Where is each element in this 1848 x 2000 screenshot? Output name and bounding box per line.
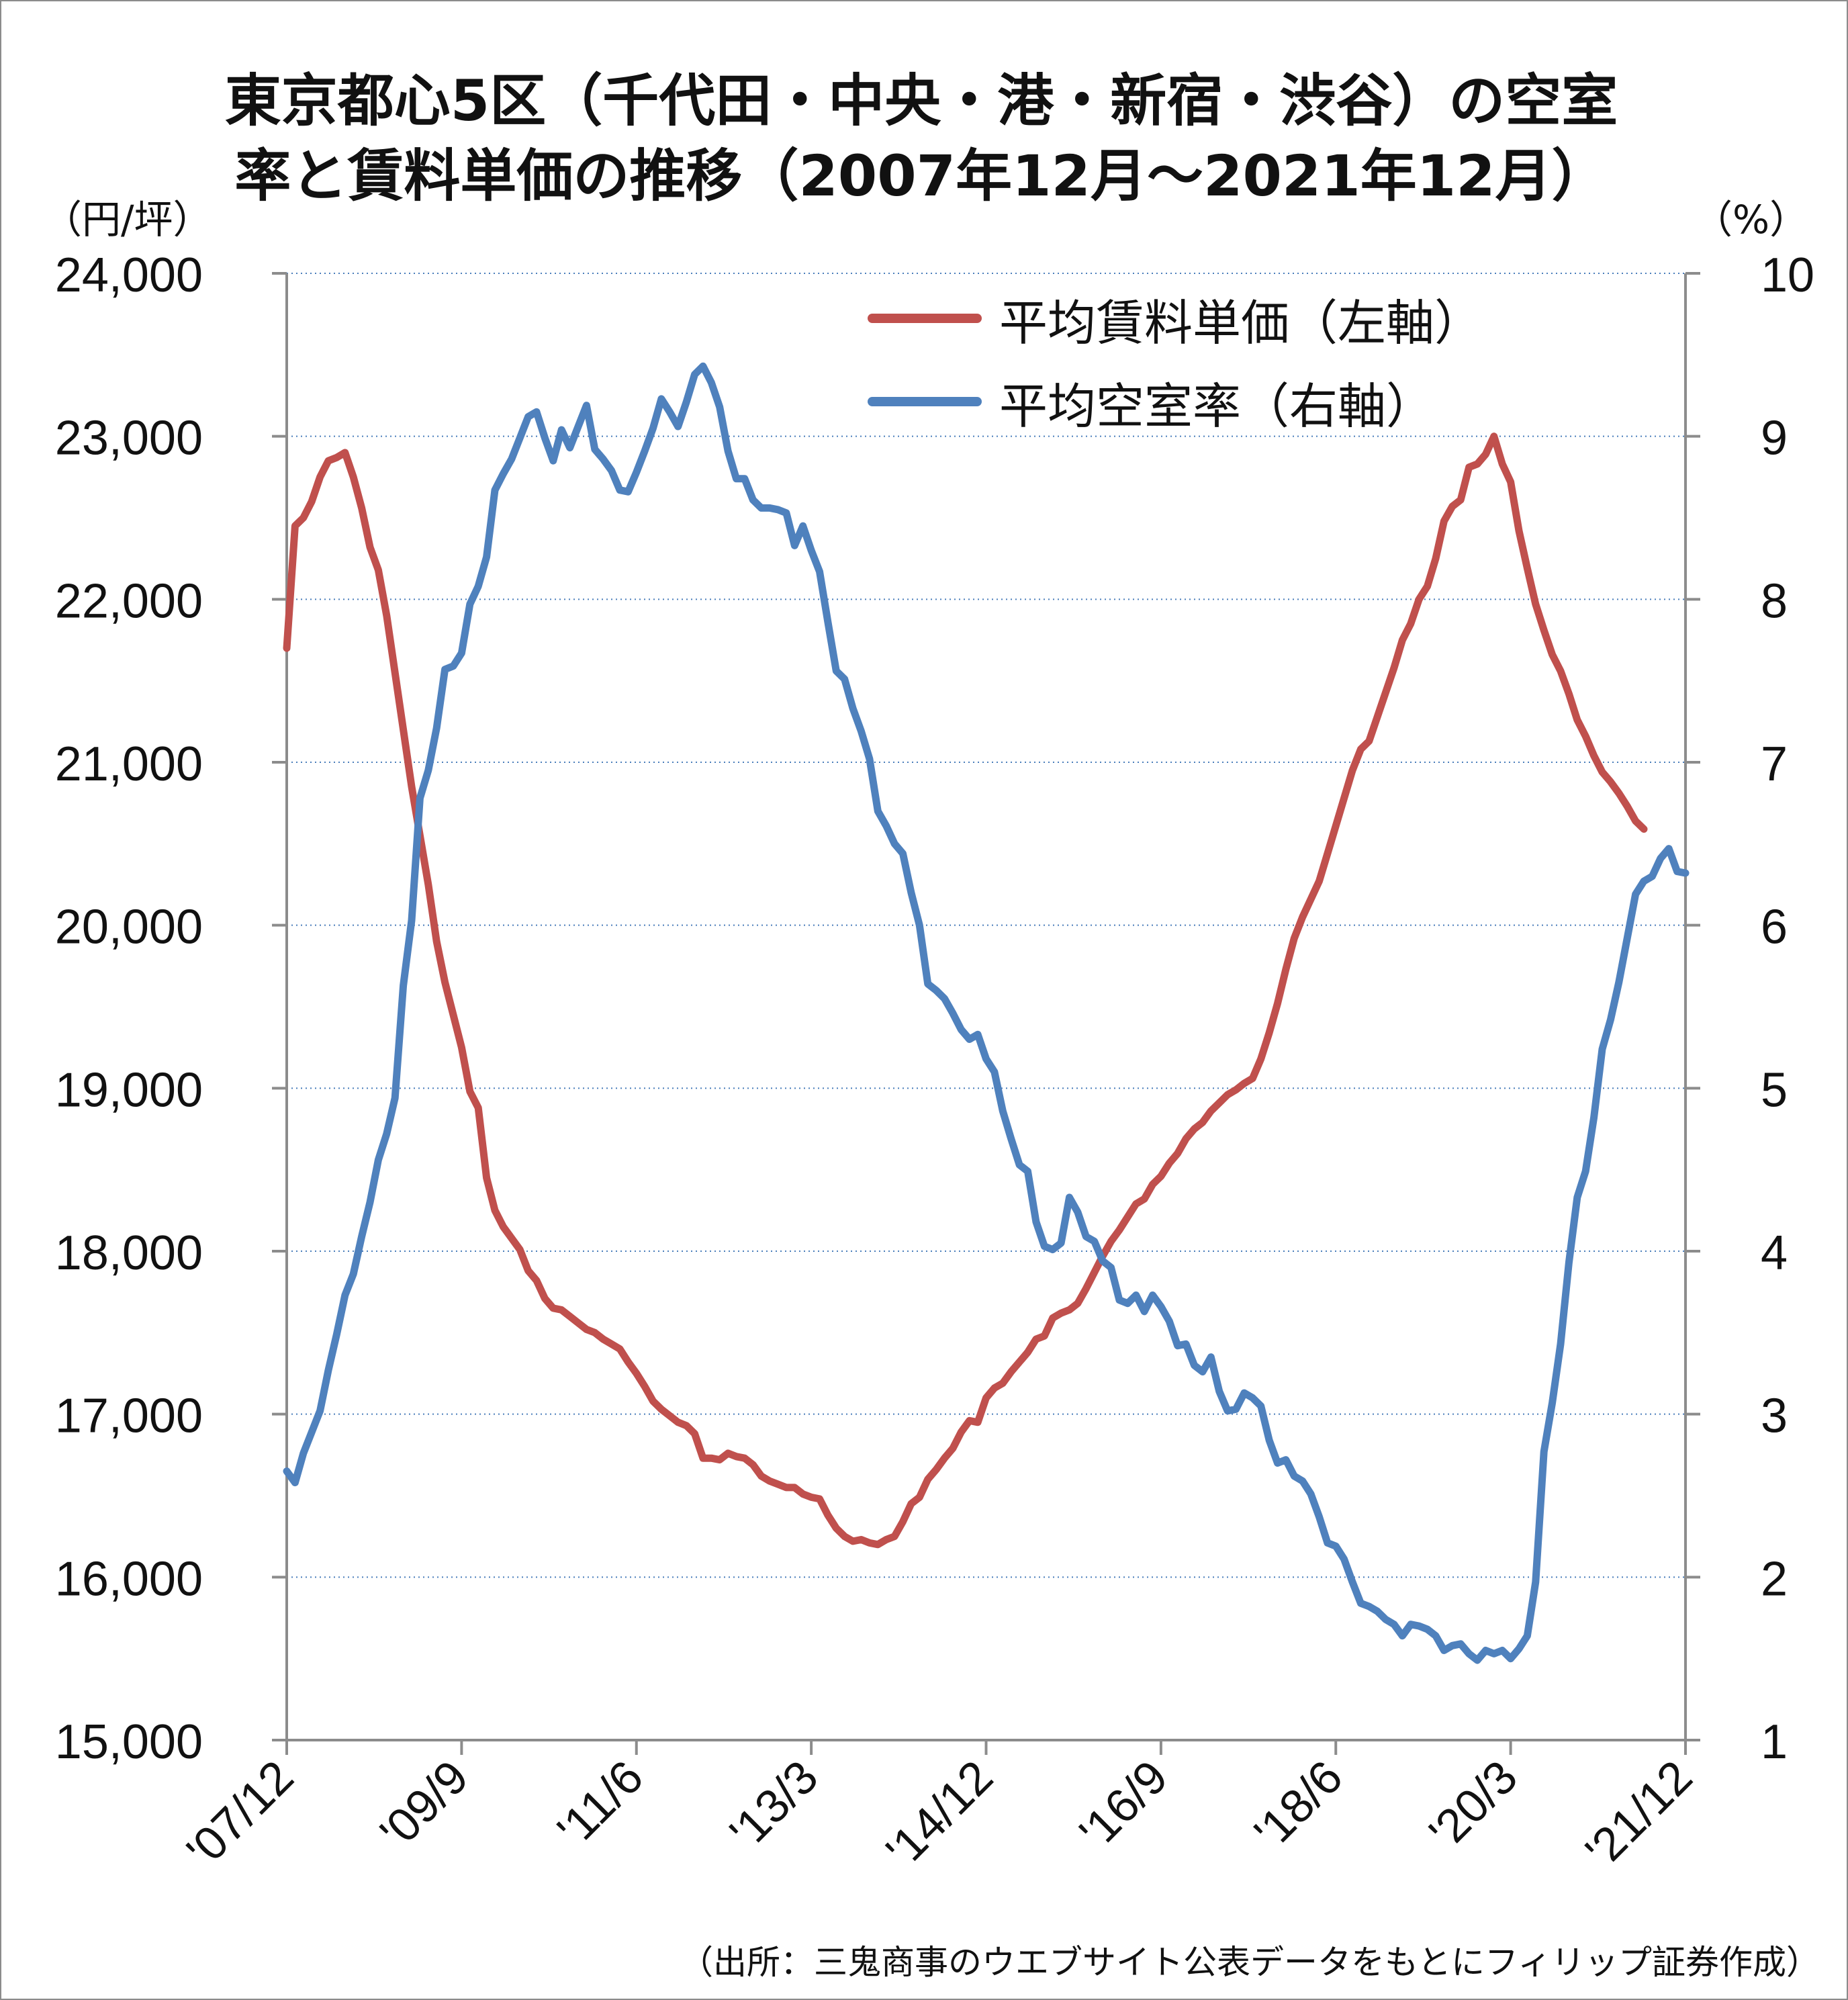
y-right-tick-label: 6 [1761, 901, 1788, 954]
y-right-tick-label: 9 [1761, 412, 1788, 465]
x-tick-label: '11/6 [547, 1750, 653, 1856]
y-axis-left-unit: （円/坪） [43, 197, 212, 242]
x-tick-label: '13/3 [720, 1750, 828, 1858]
chart-title-line-1: 東京都心5区（千代田・中央・港・新宿・渋谷）の空室 [224, 68, 1618, 134]
y-left-tick-label: 15,000 [55, 1715, 203, 1769]
y-right-tick-label: 3 [1761, 1390, 1788, 1443]
tick-labels: 15,000 1 16,000 2 17,000 3 18,000 4 19,000 5 20,00… [55, 248, 1814, 1877]
x-tick-label: '21/12 [1575, 1750, 1702, 1876]
chart-title-line-2: 率と賃料単価の推移（2007年12月～2021年12月） [234, 143, 1608, 209]
x-tick-label: '18/6 [1244, 1750, 1352, 1858]
y-left-tick-label: 20,000 [55, 901, 203, 954]
y-right-tick-label: 5 [1761, 1063, 1788, 1117]
gridlines [287, 273, 1685, 1578]
y-right-tick-label: 2 [1761, 1552, 1788, 1606]
series-lines [283, 362, 1690, 1664]
y-left-tick-label: 17,000 [55, 1390, 203, 1443]
y-left-tick-label: 19,000 [55, 1063, 203, 1117]
series-line-rent [283, 433, 1648, 1549]
y-right-tick-label: 7 [1761, 737, 1788, 791]
y-left-tick-label: 21,000 [55, 737, 203, 791]
legend: 平均賃料単価（左軸） 平均空室率（右軸） [868, 277, 1483, 443]
legend-item-vacancy: 平均空室率（右軸） [868, 360, 1483, 443]
chart-title: 東京都心5区（千代田・中央・港・新宿・渋谷）の空室 率と賃料単価の推移（2007… [102, 63, 1741, 214]
y-left-tick-label: 22,000 [55, 574, 203, 628]
legend-item-rent: 平均賃料単価（左軸） [868, 277, 1483, 360]
series-line-vacancy [283, 362, 1690, 1664]
x-tick-label: '07/12 [177, 1750, 303, 1876]
y-left-tick-label: 16,000 [55, 1552, 203, 1606]
axes [272, 272, 1700, 1755]
legend-swatch-rent [868, 314, 982, 323]
legend-swatch-vacancy [868, 397, 982, 406]
x-tick-label: '20/3 [1419, 1750, 1527, 1858]
x-tick-label: '14/12 [876, 1750, 1003, 1876]
y-left-tick-label: 23,000 [55, 412, 203, 465]
y-right-tick-label: 1 [1761, 1715, 1788, 1769]
source-note: （出所：三鬼商事のウエブサイト公表データをもとにフィリップ証券作成） [680, 1943, 1820, 1982]
y-right-tick-label: 10 [1761, 248, 1814, 302]
y-left-tick-label: 18,000 [55, 1226, 203, 1280]
x-tick-label: '09/9 [370, 1750, 478, 1858]
legend-label-vacancy: 平均空室率（右軸） [999, 377, 1435, 435]
y-right-tick-label: 4 [1761, 1226, 1788, 1280]
y-right-tick-label: 8 [1761, 574, 1788, 628]
x-tick-label: '16/9 [1070, 1750, 1178, 1858]
legend-label-rent: 平均賃料単価（左軸） [999, 294, 1483, 351]
y-left-tick-label: 24,000 [55, 248, 203, 302]
y-axis-right-unit: （%） [1694, 197, 1809, 242]
